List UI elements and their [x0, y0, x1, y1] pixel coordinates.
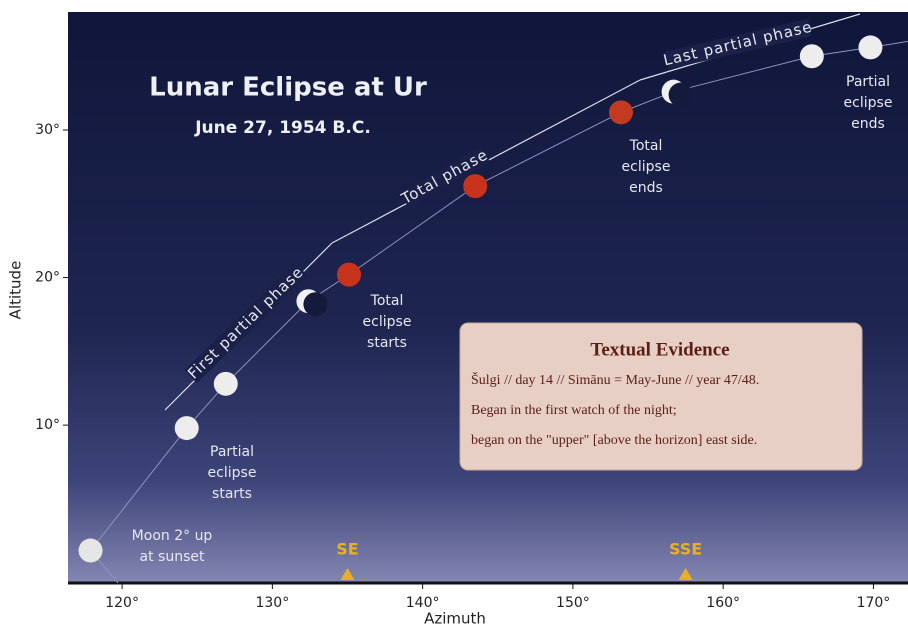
chart-subtitle: June 27, 1954 B.C.: [194, 118, 371, 138]
x-tick-label: 170°: [857, 595, 891, 611]
annotation: ends: [629, 180, 663, 196]
y-tick-label: 20°: [35, 270, 60, 286]
evidence-title: Textual Evidence: [590, 339, 729, 360]
annotation: eclipse: [844, 95, 893, 111]
annotation: ends: [851, 116, 885, 132]
chart: Lunar Eclipse at Ur June 27, 1954 B.C. A…: [0, 0, 908, 629]
y-tick-label: 10°: [35, 417, 60, 433]
chart-title: Lunar Eclipse at Ur: [149, 73, 427, 103]
annotation: starts: [367, 335, 407, 351]
moon-point: [800, 44, 824, 68]
moon-point: [463, 174, 487, 198]
x-tick-label: 140°: [406, 595, 440, 611]
annotation: Moon 2° up: [132, 528, 213, 544]
moon-point: [337, 263, 361, 287]
x-tick-label: 160°: [706, 595, 740, 611]
page: {"chart_data": { "type": "scatter", "tit…: [0, 0, 908, 629]
evidence-line: Began in the first watch of the night;: [471, 403, 677, 418]
evidence-line: began on the "upper" [above the horizon]…: [471, 433, 757, 448]
annotation: Total: [629, 138, 663, 154]
y-tick-label: 30°: [35, 122, 60, 138]
moon-point: [175, 416, 199, 440]
evidence-line: Šulgi // day 14 // Simānu = May-June // …: [471, 371, 759, 388]
annotation: eclipse: [363, 314, 412, 330]
x-tick-label: 150°: [556, 595, 590, 611]
x-tick-label: 130°: [255, 595, 289, 611]
annotation: Total: [370, 293, 404, 309]
annotation: Partial: [210, 444, 254, 460]
annotation: eclipse: [208, 465, 257, 481]
moon-shadow: [669, 83, 693, 107]
direction-label: SE: [336, 540, 358, 559]
moon-point: [858, 35, 882, 59]
moon-point: [79, 539, 103, 563]
x-axis-label: Azimuth: [424, 610, 486, 628]
moon-point: [609, 100, 633, 124]
annotation: starts: [212, 486, 252, 502]
y-axis-label: Altitude: [7, 261, 25, 320]
moon-shadow: [303, 292, 327, 316]
direction-label: SSE: [669, 540, 702, 559]
x-tick-label: 120°: [105, 595, 139, 611]
moon-point: [214, 372, 238, 396]
annotation: Partial: [846, 74, 890, 90]
evidence-box: Textual Evidence Šulgi // day 14 // Simā…: [460, 323, 862, 470]
annotation: at sunset: [140, 549, 205, 565]
annotation: eclipse: [622, 159, 671, 175]
